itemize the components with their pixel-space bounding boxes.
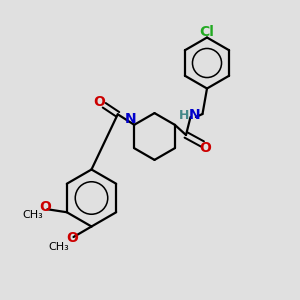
Text: N: N xyxy=(125,112,136,126)
Text: N: N xyxy=(189,109,201,122)
Text: O: O xyxy=(66,232,78,245)
Text: O: O xyxy=(93,95,105,109)
Text: O: O xyxy=(40,200,52,214)
Text: CH₃: CH₃ xyxy=(22,210,43,220)
Text: O: O xyxy=(200,142,211,155)
Text: CH₃: CH₃ xyxy=(48,242,69,252)
Text: Cl: Cl xyxy=(200,25,214,39)
Text: H: H xyxy=(179,109,189,122)
